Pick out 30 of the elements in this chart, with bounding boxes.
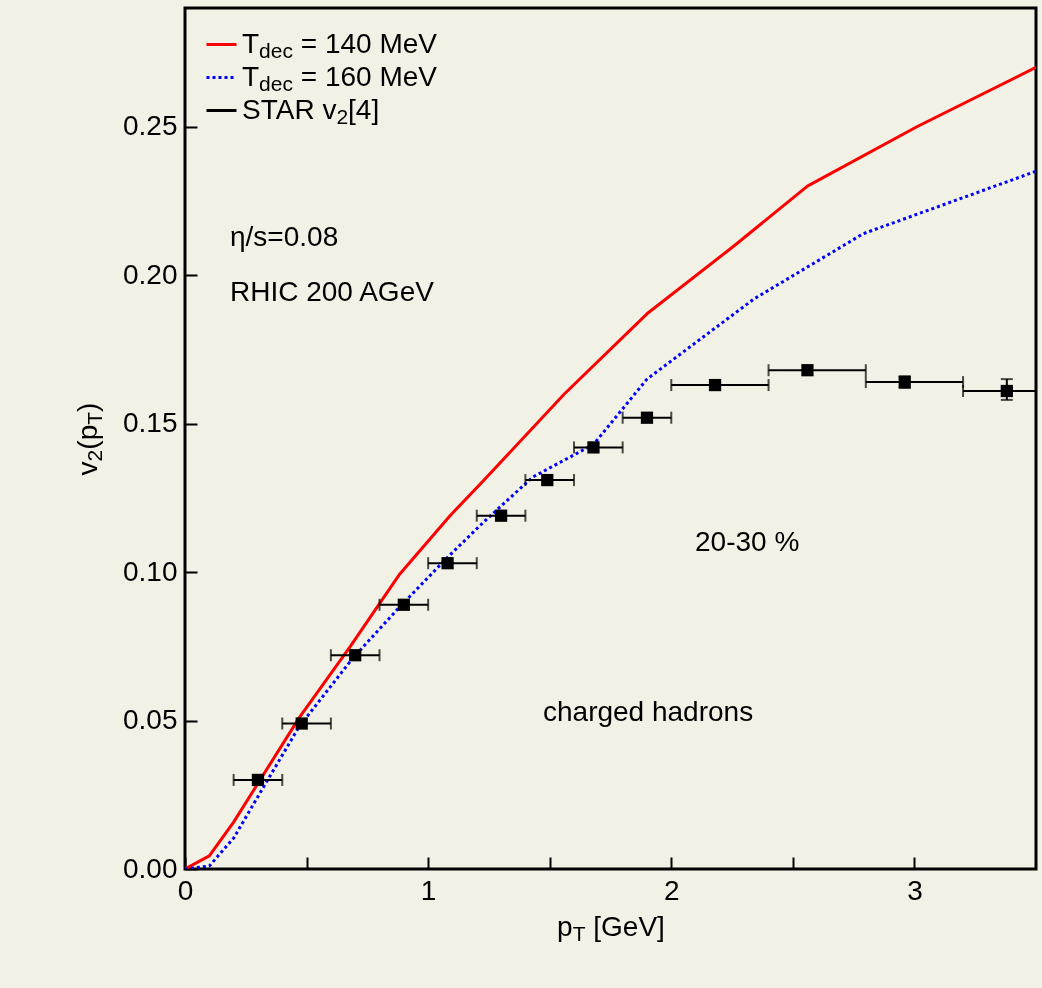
- point: [801, 364, 814, 377]
- annotation: 20-30 %: [695, 526, 800, 557]
- legend-label: T$_{dec}$ = 140 MeV: [242, 27, 438, 62]
- x-tick-label: 1: [420, 874, 437, 906]
- legend-label: T$_{dec}$ = 160 MeV: [242, 60, 438, 95]
- y-tick-label: 0.25: [123, 110, 178, 142]
- point: [441, 557, 454, 570]
- point: [541, 473, 554, 487]
- point: [1000, 384, 1013, 398]
- point: [349, 649, 362, 662]
- y-tick-label: 0.00: [123, 852, 178, 884]
- x-tick-label: 3: [907, 874, 923, 906]
- x-tick-label: 0: [177, 874, 194, 906]
- y-tick-label: 0.15: [123, 407, 178, 439]
- legend-label: STAR v$_{2}$[4]: [242, 93, 380, 128]
- point: [295, 717, 308, 730]
- point: [587, 441, 600, 454]
- point: [708, 378, 722, 392]
- annotation: η/s=0.08: [230, 221, 339, 252]
- point: [494, 509, 508, 522]
- point: [397, 598, 410, 611]
- y-tick-label: 0.10: [123, 555, 178, 587]
- point: [640, 411, 654, 424]
- x-tick-label: 2: [664, 874, 680, 906]
- y-tick-label: 0.05: [123, 704, 178, 736]
- annotation: RHIC 200 AGeV: [230, 276, 435, 307]
- annotation: charged hadrons: [543, 696, 754, 727]
- point: [251, 773, 265, 787]
- y-tick-label: 0.20: [123, 258, 178, 290]
- x-axis-title: p$_{T}$ [GeV]: [557, 910, 665, 945]
